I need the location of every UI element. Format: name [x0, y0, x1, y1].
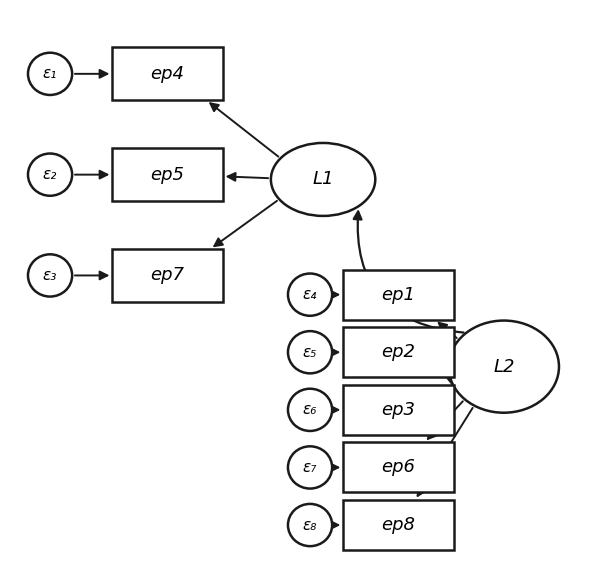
- Circle shape: [288, 504, 332, 546]
- Text: ep8: ep8: [381, 516, 415, 534]
- Circle shape: [28, 255, 72, 296]
- Text: ε₄: ε₄: [303, 287, 317, 302]
- FancyBboxPatch shape: [343, 269, 454, 320]
- Circle shape: [288, 389, 332, 431]
- Text: ep6: ep6: [381, 458, 415, 476]
- Text: ep2: ep2: [381, 343, 415, 362]
- Text: ep7: ep7: [151, 267, 185, 284]
- Text: ep3: ep3: [381, 401, 415, 419]
- Text: ε₅: ε₅: [303, 345, 317, 360]
- Circle shape: [288, 273, 332, 316]
- Text: ε₁: ε₁: [43, 66, 57, 81]
- Text: ep5: ep5: [151, 166, 185, 184]
- Text: L1: L1: [312, 170, 334, 188]
- Text: L2: L2: [493, 358, 514, 376]
- FancyBboxPatch shape: [343, 443, 454, 492]
- Text: ε₂: ε₂: [43, 167, 57, 182]
- Circle shape: [288, 331, 332, 374]
- Text: ε₇: ε₇: [303, 460, 317, 475]
- Text: ε₈: ε₈: [303, 518, 317, 533]
- Text: ε₆: ε₆: [303, 402, 317, 418]
- FancyBboxPatch shape: [112, 249, 223, 302]
- Circle shape: [28, 53, 72, 95]
- FancyBboxPatch shape: [343, 385, 454, 435]
- Ellipse shape: [449, 320, 559, 413]
- Text: ε₃: ε₃: [43, 268, 57, 283]
- Text: ep1: ep1: [381, 285, 415, 304]
- Circle shape: [288, 446, 332, 488]
- FancyBboxPatch shape: [112, 148, 223, 201]
- FancyBboxPatch shape: [343, 327, 454, 377]
- FancyBboxPatch shape: [343, 500, 454, 550]
- Circle shape: [28, 153, 72, 196]
- Text: ep4: ep4: [151, 65, 185, 83]
- Ellipse shape: [271, 143, 375, 216]
- FancyBboxPatch shape: [112, 47, 223, 100]
